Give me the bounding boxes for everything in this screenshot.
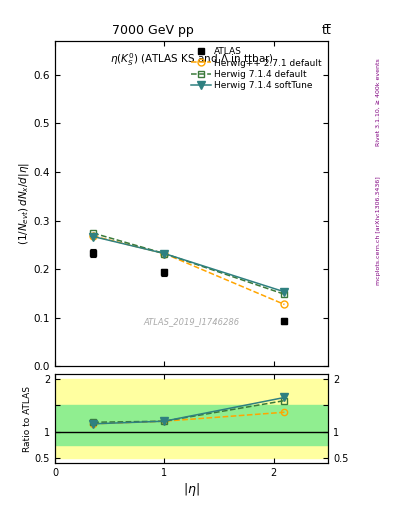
X-axis label: |$\eta$|: |$\eta$| — [183, 481, 200, 498]
Line: Herwig++ 2.7.1 default: Herwig++ 2.7.1 default — [90, 232, 288, 308]
Text: Rivet 3.1.10, ≥ 400k events: Rivet 3.1.10, ≥ 400k events — [376, 58, 380, 146]
Y-axis label: Ratio to ATLAS: Ratio to ATLAS — [23, 386, 32, 452]
Line: Herwig 7.1.4 default: Herwig 7.1.4 default — [90, 230, 288, 298]
Bar — [55, 379, 328, 458]
Herwig 7.1.4 softTune — [162, 250, 167, 257]
Bar — [55, 406, 328, 445]
Text: tt̅: tt̅ — [321, 24, 331, 37]
Herwig 7.1.4 default — [282, 291, 287, 297]
Herwig 7.1.4 default — [91, 230, 95, 236]
Text: 7000 GeV pp: 7000 GeV pp — [112, 24, 194, 37]
Text: $\eta(K^0_S)$ (ATLAS KS and $\Lambda$ in ttbar): $\eta(K^0_S)$ (ATLAS KS and $\Lambda$ in… — [110, 51, 274, 68]
Legend: ATLAS, Herwig++ 2.7.1 default, Herwig 7.1.4 default, Herwig 7.1.4 softTune: ATLAS, Herwig++ 2.7.1 default, Herwig 7.… — [189, 46, 324, 92]
Herwig++ 2.7.1 default — [282, 302, 287, 308]
Herwig 7.1.4 softTune — [282, 289, 287, 295]
Herwig 7.1.4 default — [162, 250, 167, 257]
Herwig++ 2.7.1 default — [91, 233, 95, 239]
Y-axis label: $(1/N_{evt})\,dN_x/d|\eta|$: $(1/N_{evt})\,dN_x/d|\eta|$ — [17, 162, 31, 245]
Line: Herwig 7.1.4 softTune: Herwig 7.1.4 softTune — [89, 232, 288, 296]
Herwig 7.1.4 softTune — [91, 233, 95, 240]
Herwig++ 2.7.1 default — [162, 250, 167, 257]
Text: mcplots.cern.ch [arXiv:1306.3436]: mcplots.cern.ch [arXiv:1306.3436] — [376, 176, 380, 285]
Text: ATLAS_2019_I1746286: ATLAS_2019_I1746286 — [143, 317, 240, 326]
